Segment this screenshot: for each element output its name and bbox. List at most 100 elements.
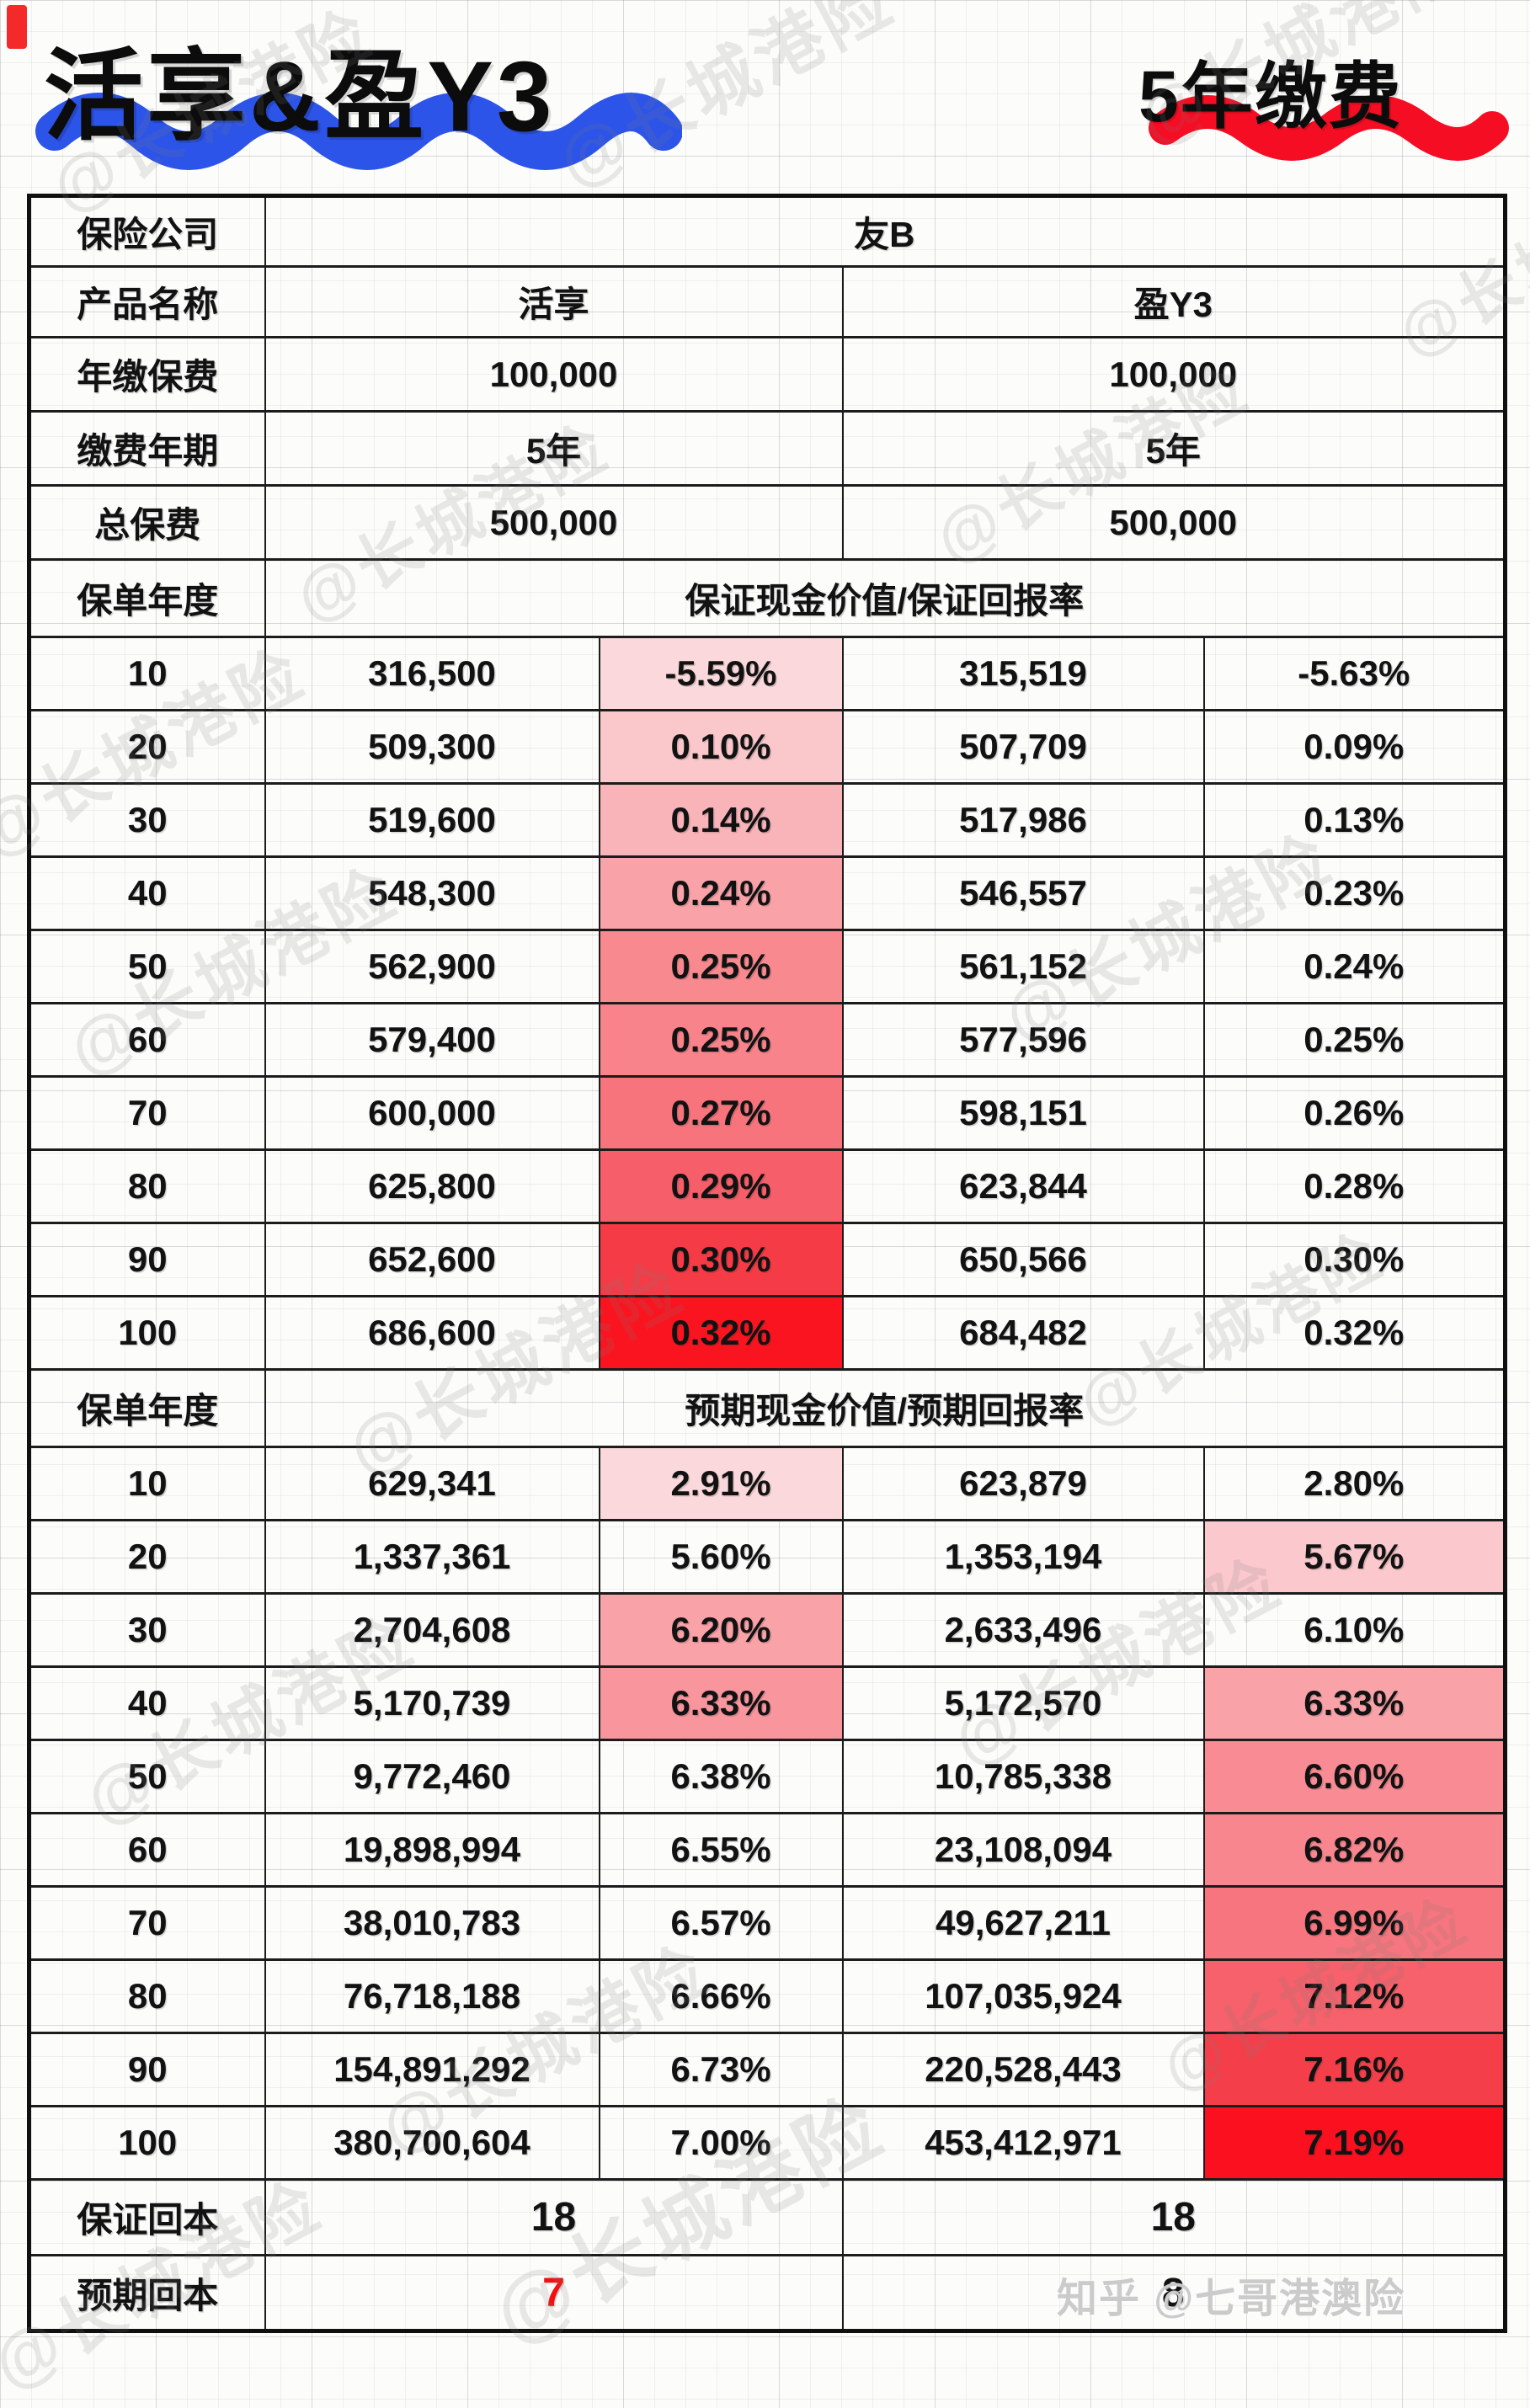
cell-yingy3-value: 107,035,924 xyxy=(841,1958,1205,2034)
cell-year: 40 xyxy=(28,1665,266,1741)
cell-huoxiang-rate: 0.14% xyxy=(598,782,844,858)
cell-year: 30 xyxy=(28,1592,266,1668)
cell-yingy3-rate: 6.33% xyxy=(1202,1665,1506,1741)
cell-huoxiang-value: 38,010,783 xyxy=(264,1885,600,1961)
cell-huoxiang-value: 579,400 xyxy=(264,1002,600,1078)
header-product-huoxiang: 活享 xyxy=(264,265,844,338)
cell-huoxiang-expected-breakeven: 7 xyxy=(264,2254,844,2332)
cell-huoxiang-annual-premium: 100,000 xyxy=(264,336,844,413)
cell-yingy3-rate: 0.26% xyxy=(1202,1075,1506,1151)
cell-year: 50 xyxy=(28,1739,266,1814)
cell-yingy3-value: 577,596 xyxy=(841,1002,1205,1078)
cell-huoxiang-value: 686,600 xyxy=(264,1295,600,1371)
page-title: 活享&盈Y3 xyxy=(44,41,556,152)
red-wave-path xyxy=(1149,95,1509,161)
cell-yingy3-rate: 0.30% xyxy=(1202,1222,1506,1297)
cell-yingy3-rate: 0.23% xyxy=(1202,855,1506,931)
cell-huoxiang-rate: 0.29% xyxy=(598,1148,844,1224)
label-annual-premium: 年缴保费 xyxy=(28,336,266,413)
table-row: 50 9,772,460 6.38% 10,785,338 6.60% xyxy=(28,1739,1506,1814)
cell-yingy3-value: 546,557 xyxy=(841,855,1205,931)
table-row-payment-years: 缴费年期 5年 5年 xyxy=(28,410,1506,487)
table-row: 40 5,170,739 6.33% 5,172,570 6.33% xyxy=(28,1665,1506,1741)
table-row: 80 625,800 0.29% 623,844 0.28% xyxy=(28,1148,1506,1224)
cell-huoxiang-rate: 2.91% xyxy=(598,1446,844,1521)
cell-yingy3-rate: 6.82% xyxy=(1202,1812,1506,1888)
table-row: 30 2,704,608 6.20% 2,633,496 6.10% xyxy=(28,1592,1506,1668)
table-row-annual-premium: 年缴保费 100,000 100,000 xyxy=(28,336,1506,413)
cell-huoxiang-rate: 0.32% xyxy=(598,1295,844,1371)
cell-yingy3-value: 650,566 xyxy=(841,1222,1205,1297)
table-row-guaranteed-header: 保单年度 保证现金价值/保证回报率 xyxy=(28,558,1506,638)
table-row: 60 19,898,994 6.55% 23,108,094 6.82% xyxy=(28,1812,1506,1888)
header-company-value: 友B xyxy=(264,194,1506,268)
cell-year: 100 xyxy=(28,1295,266,1371)
cell-yingy3-payment-years: 5年 xyxy=(841,410,1506,487)
cell-year: 70 xyxy=(28,1075,266,1151)
table-row: 10 629,341 2.91% 623,879 2.80% xyxy=(28,1446,1506,1521)
corner-red-mark xyxy=(7,5,27,49)
table-row: 80 76,718,188 6.66% 107,035,924 7.12% xyxy=(28,1958,1506,2034)
table-row-total-premium: 总保费 500,000 500,000 xyxy=(28,484,1506,561)
comparison-table: 保险公司 友B 产品名称 活享 盈Y3 年缴保费 100,000 100,000… xyxy=(27,194,1508,2333)
cell-yingy3-rate: 0.25% xyxy=(1202,1002,1506,1078)
cell-yingy3-value: 10,785,338 xyxy=(841,1739,1205,1814)
cell-yingy3-rate: 6.99% xyxy=(1202,1885,1506,1961)
cell-huoxiang-rate: 6.73% xyxy=(598,2032,844,2107)
label-payment-years: 缴费年期 xyxy=(28,410,266,487)
table-row: 70 38,010,783 6.57% 49,627,211 6.99% xyxy=(28,1885,1506,1961)
cell-huoxiang-value: 19,898,994 xyxy=(264,1812,600,1888)
cell-yingy3-annual-premium: 100,000 xyxy=(841,336,1506,413)
cell-yingy3-value: 561,152 xyxy=(841,929,1205,1004)
cell-yingy3-value: 315,519 xyxy=(841,636,1205,711)
table-row-expected-breakeven: 预期回本 7 8 xyxy=(28,2254,1506,2332)
label-policy-year-1: 保单年度 xyxy=(28,558,266,638)
cell-year: 80 xyxy=(28,1958,266,2034)
cell-year: 90 xyxy=(28,1222,266,1297)
cell-yingy3-value: 684,482 xyxy=(841,1295,1205,1371)
table-row: 100 380,700,604 7.00% 453,412,971 7.19% xyxy=(28,2105,1506,2181)
payment-term-badge: 5年缴费 xyxy=(1138,56,1403,137)
cell-yingy3-value: 507,709 xyxy=(841,709,1205,785)
table-row-company: 保险公司 友B xyxy=(28,194,1506,268)
label-expected-breakeven: 预期回本 xyxy=(28,2254,266,2332)
cell-yingy3-expected-breakeven: 8 xyxy=(841,2254,1506,2332)
cell-huoxiang-value: 2,704,608 xyxy=(264,1592,600,1668)
cell-yingy3-value: 2,633,496 xyxy=(841,1592,1205,1668)
cell-yingy3-rate: 6.10% xyxy=(1202,1592,1506,1668)
cell-huoxiang-value: 154,891,292 xyxy=(264,2032,600,2107)
cell-huoxiang-value: 625,800 xyxy=(264,1148,600,1224)
cell-huoxiang-rate: 7.00% xyxy=(598,2105,844,2181)
cell-huoxiang-rate: 5.60% xyxy=(598,1519,844,1595)
blue-wave-path xyxy=(35,93,682,170)
cell-year: 30 xyxy=(28,782,266,858)
table-row: 30 519,600 0.14% 517,986 0.13% xyxy=(28,782,1506,858)
cell-yingy3-value: 23,108,094 xyxy=(841,1812,1205,1888)
label-policy-year-2: 保单年度 xyxy=(28,1368,266,1448)
cell-huoxiang-total-premium: 500,000 xyxy=(264,484,844,561)
cell-yingy3-rate: 7.16% xyxy=(1202,2032,1506,2107)
table-row: 20 509,300 0.10% 507,709 0.09% xyxy=(28,709,1506,785)
cell-year: 100 xyxy=(28,2105,266,2181)
cell-yingy3-value: 49,627,211 xyxy=(841,1885,1205,1961)
cell-huoxiang-value: 562,900 xyxy=(264,929,600,1004)
cell-year: 70 xyxy=(28,1885,266,1961)
cell-huoxiang-rate: 6.66% xyxy=(598,1958,844,2034)
cell-huoxiang-rate: -5.59% xyxy=(598,636,844,711)
cell-year: 20 xyxy=(28,709,266,785)
cell-year: 60 xyxy=(28,1812,266,1888)
cell-huoxiang-value: 76,718,188 xyxy=(264,1958,600,2034)
table-row: 50 562,900 0.25% 561,152 0.24% xyxy=(28,929,1506,1004)
cell-huoxiang-value: 380,700,604 xyxy=(264,2105,600,2181)
cell-huoxiang-value: 600,000 xyxy=(264,1075,600,1151)
header-company-label: 保险公司 xyxy=(28,194,266,268)
cell-huoxiang-value: 509,300 xyxy=(264,709,600,785)
label-total-premium: 总保费 xyxy=(28,484,266,561)
cell-huoxiang-rate: 0.30% xyxy=(598,1222,844,1297)
table-row: 40 548,300 0.24% 546,557 0.23% xyxy=(28,855,1506,931)
cell-yingy3-value: 220,528,443 xyxy=(841,2032,1205,2107)
cell-huoxiang-payment-years: 5年 xyxy=(264,410,844,487)
table-row-expected-header: 保单年度 预期现金价值/预期回报率 xyxy=(28,1368,1506,1448)
cell-yingy3-rate: 2.80% xyxy=(1202,1446,1506,1521)
